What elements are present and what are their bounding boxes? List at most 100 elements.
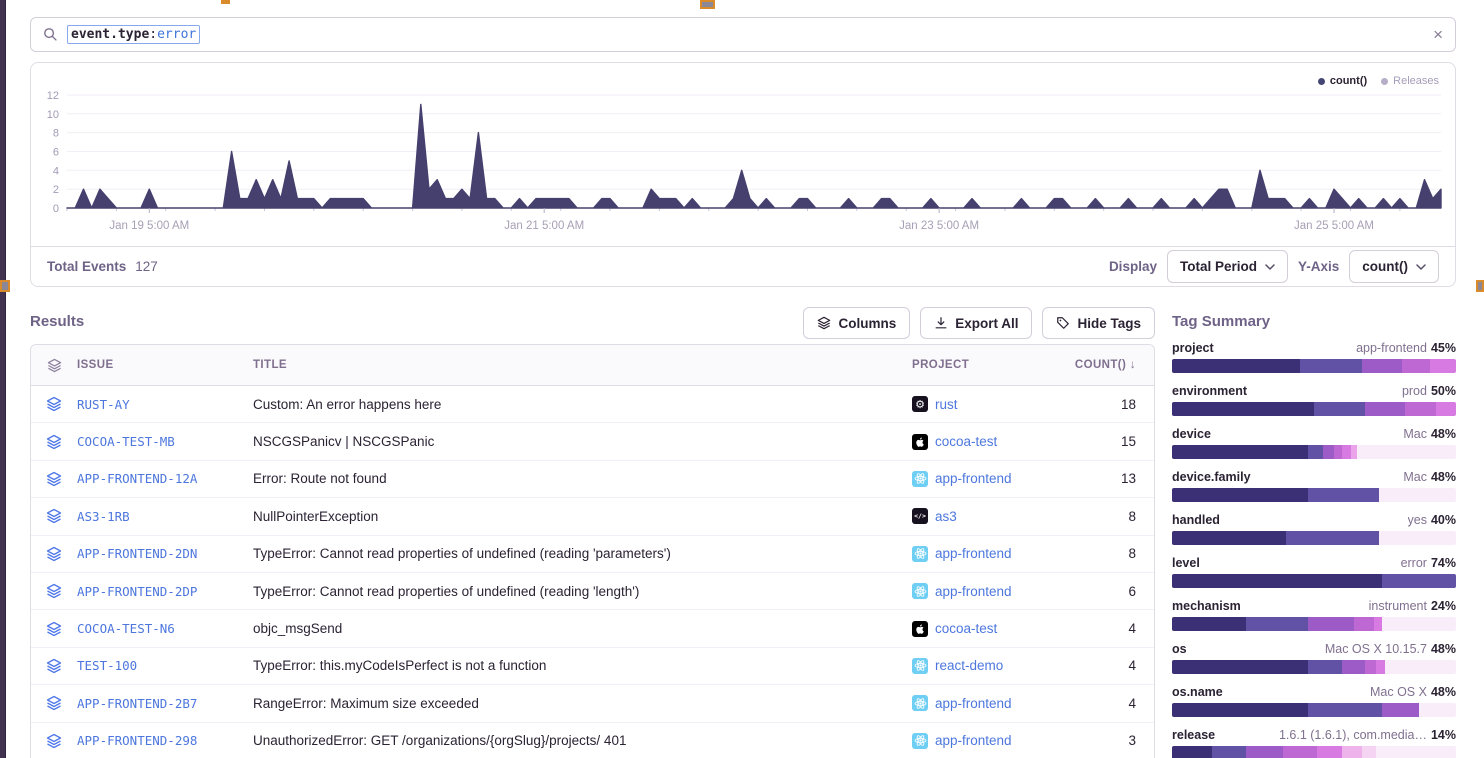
tag-bar-segment[interactable] <box>1342 660 1366 674</box>
project-link[interactable]: app-frontend <box>912 583 1070 600</box>
project-link[interactable]: app-frontend <box>912 545 1070 562</box>
tag-bar-segment[interactable] <box>1282 746 1317 758</box>
tag-distribution-bar[interactable] <box>1172 703 1456 717</box>
tag-bar-segment[interactable] <box>1172 746 1212 758</box>
hide-tags-button[interactable]: Hide Tags <box>1042 307 1155 339</box>
search-query-token[interactable]: event.type: error <box>67 25 201 44</box>
chart-legend[interactable]: count() Releases <box>1317 75 1439 87</box>
tag-bar-segment[interactable] <box>1362 359 1403 373</box>
column-header-count[interactable]: COUNT() ↓ <box>1074 359 1136 371</box>
tag-distribution-bar[interactable] <box>1172 574 1456 588</box>
project-link[interactable]: app-frontend <box>912 470 1070 487</box>
tag-bar-segment[interactable] <box>1342 746 1363 758</box>
legend-item-releases[interactable]: Releases <box>1381 75 1439 87</box>
tag-bar-segment[interactable] <box>1322 445 1334 459</box>
tag-distribution-bar[interactable] <box>1172 660 1456 674</box>
tag-bar-segment[interactable] <box>1314 402 1366 416</box>
tag-bar-segment[interactable] <box>1172 359 1300 373</box>
issue-link[interactable]: AS3-1RB <box>77 508 130 524</box>
issue-link[interactable]: APP-FRONTEND-12A <box>77 471 198 487</box>
tag-bar-segment[interactable] <box>1382 617 1456 631</box>
project-link[interactable]: app-frontend <box>912 732 1070 749</box>
tag-bar-segment[interactable] <box>1172 445 1309 459</box>
tag-bar-segment[interactable] <box>1172 531 1286 545</box>
issue-link[interactable]: TEST-100 <box>77 658 138 674</box>
tag-bar-segment[interactable] <box>1308 488 1380 502</box>
tag-bar-segment[interactable] <box>1245 617 1309 631</box>
tag-bar-segment[interactable] <box>1376 746 1456 758</box>
tag-bar-segment[interactable] <box>1382 574 1456 588</box>
tag-bar-segment[interactable] <box>1404 402 1437 416</box>
total-events-label: Total Events <box>47 259 127 274</box>
project-link[interactable]: react-demo <box>912 657 1070 674</box>
tag-distribution-bar[interactable] <box>1172 402 1456 416</box>
tag-bar-segment[interactable] <box>1172 574 1383 588</box>
issue-link[interactable]: APP-FRONTEND-298 <box>77 733 198 749</box>
events-area-chart[interactable]: 0 2 4 6 8 10 12 Jan 19 5:00 AM Jan 21 5:00 AM Jan… <box>31 90 1455 248</box>
chevron-down-icon <box>1265 263 1275 270</box>
tag-bar-segment[interactable] <box>1299 359 1363 373</box>
tag-bar-segment[interactable] <box>1356 445 1456 459</box>
project-name: cocoa-test <box>935 434 998 450</box>
tag-bar-segment[interactable] <box>1308 617 1354 631</box>
tag-bar-segment[interactable] <box>1172 660 1309 674</box>
tag-bar-segment[interactable] <box>1172 703 1309 717</box>
tag-bar-segment[interactable] <box>1362 746 1377 758</box>
tag-bar-segment[interactable] <box>1342 445 1351 459</box>
tag-bar-segment[interactable] <box>1316 746 1343 758</box>
issue-link[interactable]: APP-FRONTEND-2B7 <box>77 695 198 711</box>
tag-bar-segment[interactable] <box>1402 359 1431 373</box>
project-link[interactable]: ⚙ rust <box>912 396 1070 413</box>
tag-bar-segment[interactable] <box>1365 660 1377 674</box>
issue-link[interactable]: APP-FRONTEND-2DP <box>77 583 198 599</box>
tag-distribution-bar[interactable] <box>1172 488 1456 502</box>
tag-distribution-bar[interactable] <box>1172 359 1456 373</box>
svg-text:8: 8 <box>53 128 59 140</box>
tag-distribution-bar[interactable] <box>1172 531 1456 545</box>
project-link[interactable]: app-frontend <box>912 695 1070 712</box>
tag-bar-segment[interactable] <box>1419 703 1456 717</box>
svg-text:10: 10 <box>47 109 59 121</box>
tag-bar-segment[interactable] <box>1365 402 1405 416</box>
export-all-button[interactable]: Export All <box>920 307 1033 339</box>
issue-link[interactable]: COCOA-TEST-N6 <box>77 621 175 637</box>
tag-bar-segment[interactable] <box>1172 402 1314 416</box>
tag-bar-segment[interactable] <box>1333 445 1343 459</box>
tag-distribution-bar[interactable] <box>1172 617 1456 631</box>
tag-bar-segment[interactable] <box>1382 703 1420 717</box>
project-link[interactable]: </> as3 <box>912 508 1070 525</box>
tag-bar-segment[interactable] <box>1211 746 1246 758</box>
search-bar[interactable]: event.type: error × <box>30 17 1456 52</box>
issue-link[interactable]: RUST-AY <box>77 396 130 412</box>
tag-bar-segment[interactable] <box>1285 531 1380 545</box>
tag-bar-segment[interactable] <box>1172 617 1246 631</box>
clear-search-icon[interactable]: × <box>1433 25 1443 44</box>
tag-bar-segment[interactable] <box>1172 488 1309 502</box>
legend-item-count[interactable]: count() <box>1317 75 1367 87</box>
tag-bar-segment[interactable] <box>1379 531 1456 545</box>
yaxis-dropdown[interactable]: count() <box>1349 250 1439 283</box>
tag-bar-segment[interactable] <box>1308 445 1323 459</box>
tag-bar-segment[interactable] <box>1353 617 1374 631</box>
tag-distribution-bar[interactable] <box>1172 445 1456 459</box>
tag-bar-segment[interactable] <box>1373 617 1383 631</box>
tag-bar-segment[interactable] <box>1308 660 1343 674</box>
tag-bar-segment[interactable] <box>1245 746 1283 758</box>
tag-bar-segment[interactable] <box>1384 660 1456 674</box>
columns-button[interactable]: Columns <box>803 307 911 339</box>
project-link[interactable]: cocoa-test <box>912 620 1070 637</box>
column-header-issue[interactable]: ISSUE <box>77 359 114 371</box>
tag-bar-segment[interactable] <box>1376 660 1385 674</box>
issue-link[interactable]: APP-FRONTEND-2DN <box>77 546 198 562</box>
tag-bar-segment[interactable] <box>1350 445 1357 459</box>
display-dropdown[interactable]: Total Period <box>1166 250 1288 283</box>
project-link[interactable]: cocoa-test <box>912 433 1070 450</box>
tag-bar-segment[interactable] <box>1308 703 1383 717</box>
column-header-title[interactable]: TITLE <box>253 359 287 371</box>
column-header-project[interactable]: PROJECT <box>912 359 970 371</box>
tag-bar-segment[interactable] <box>1379 488 1456 502</box>
tag-bar-segment[interactable] <box>1430 359 1456 373</box>
tag-distribution-bar[interactable] <box>1172 746 1456 758</box>
tag-bar-segment[interactable] <box>1436 402 1456 416</box>
issue-link[interactable]: COCOA-TEST-MB <box>77 434 175 450</box>
